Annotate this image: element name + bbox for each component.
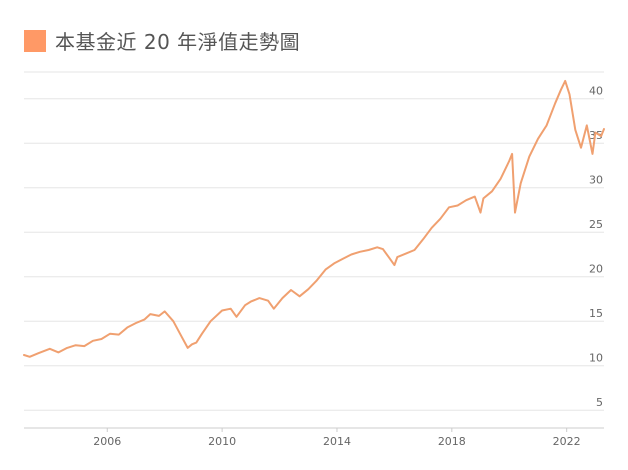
y-tick-label: 5 bbox=[596, 396, 603, 409]
y-tick-label: 20 bbox=[589, 263, 603, 276]
y-tick-label: 30 bbox=[589, 174, 603, 187]
legend-label: 本基金近 20 年淨值走勢圖 bbox=[55, 30, 301, 54]
x-tick-label: 2018 bbox=[438, 435, 466, 448]
legend: 本基金近 20 年淨值走勢圖 bbox=[24, 26, 300, 55]
x-tick-label: 2006 bbox=[93, 435, 121, 448]
y-tick-label: 25 bbox=[589, 218, 603, 231]
y-tick-label: 35 bbox=[589, 129, 603, 142]
x-tick-label: 2022 bbox=[553, 435, 581, 448]
x-tick-label: 2010 bbox=[208, 435, 236, 448]
y-tick-label: 10 bbox=[589, 352, 603, 365]
y-tick-label: 40 bbox=[589, 85, 603, 98]
legend-swatch bbox=[24, 29, 46, 52]
x-tick-label: 2014 bbox=[323, 435, 351, 448]
y-tick-label: 15 bbox=[589, 307, 603, 320]
series-line bbox=[23, 79, 605, 358]
